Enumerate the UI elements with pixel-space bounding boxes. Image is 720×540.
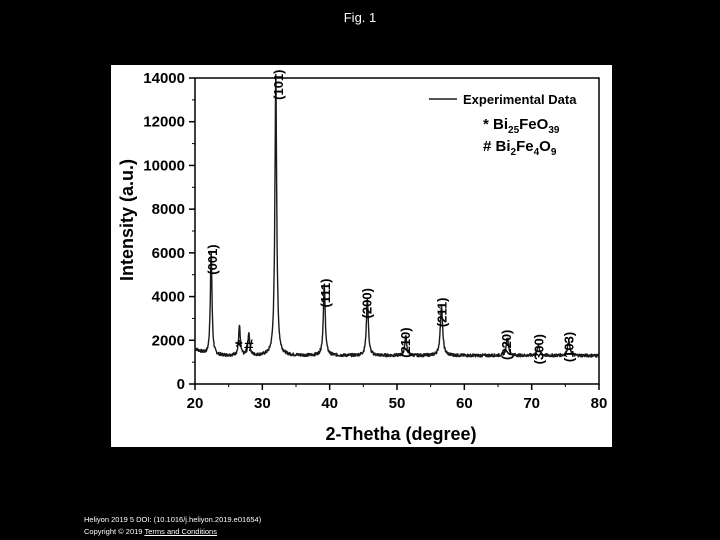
legend-line-label: Experimental Data: [463, 92, 577, 107]
series-layer: [194, 73, 600, 358]
legend-phase-2: # Bi2Fe4O9: [483, 138, 557, 158]
y-tick-label: 4000: [152, 289, 185, 306]
x-tick-label: 50: [389, 395, 406, 412]
citation-text: Heliyon 2019 5 DOI: (10.1016/j.heliyon.2…: [84, 515, 262, 524]
x-tick-label: 80: [591, 395, 608, 412]
y-tick-label: 14000: [143, 70, 185, 87]
phase-marker-label: *: [235, 337, 243, 358]
x-tick-label: 70: [523, 395, 540, 412]
peak-index-label: (211): [434, 298, 449, 328]
peak-index-label: (101): [271, 69, 286, 99]
peak-index-label: (103): [562, 332, 577, 362]
ticks: 20 30 40 50 60 70 80 0 2000 4000 6000 8000 10000 1200…: [143, 70, 607, 412]
y-tick-label: 0: [177, 376, 185, 393]
y-tick-label: 10000: [143, 157, 185, 174]
copyright-line: Copyright © 2019 Terms and Conditions: [84, 526, 261, 538]
peak-index-label: (210): [398, 327, 413, 357]
y-tick-label: 8000: [152, 201, 185, 218]
phase-marker-label: #: [244, 336, 254, 355]
peak-index-label: (220): [499, 330, 514, 360]
x-tick-label: 40: [321, 395, 338, 412]
footer: Heliyon 2019 5 DOI: (10.1016/j.heliyon.2…: [84, 514, 261, 538]
x-tick-label: 30: [254, 395, 271, 412]
peak-index-label: (111): [318, 279, 333, 308]
xrd-figure: 20 30 40 50 60 70 80 0 2000 4000 6000 8000 10000 1200…: [111, 65, 612, 447]
peak-index-label: (001): [205, 244, 220, 274]
y-tick-label: 6000: [152, 245, 185, 262]
x-tick-label: 60: [456, 395, 473, 412]
copyright-text: Copyright © 2019: [84, 527, 143, 536]
series-line: [194, 73, 600, 358]
legend: Experimental Data * Bi25FeO39# Bi2Fe4O9: [429, 92, 577, 158]
slide-title: Fig. 1: [343, 10, 377, 25]
y-axis-label: Intensity (a.u.): [117, 159, 137, 281]
x-tick-label: 20: [187, 395, 204, 412]
y-tick-label: 2000: [152, 332, 185, 349]
annotations: (001) (101) (111) (200) (210) (211) (220) (300)…: [205, 69, 577, 364]
terms-link[interactable]: Terms and Conditions: [144, 527, 217, 536]
peak-index-label: (200): [360, 288, 375, 318]
x-axis-label: 2-Thetha (degree): [325, 424, 476, 444]
legend-phase-1: * Bi25FeO39: [483, 116, 560, 136]
peak-index-label: (300): [531, 334, 546, 364]
xrd-chart: 20 30 40 50 60 70 80 0 2000 4000 6000 8000 10000 1200…: [117, 69, 607, 444]
y-tick-label: 12000: [143, 114, 185, 131]
